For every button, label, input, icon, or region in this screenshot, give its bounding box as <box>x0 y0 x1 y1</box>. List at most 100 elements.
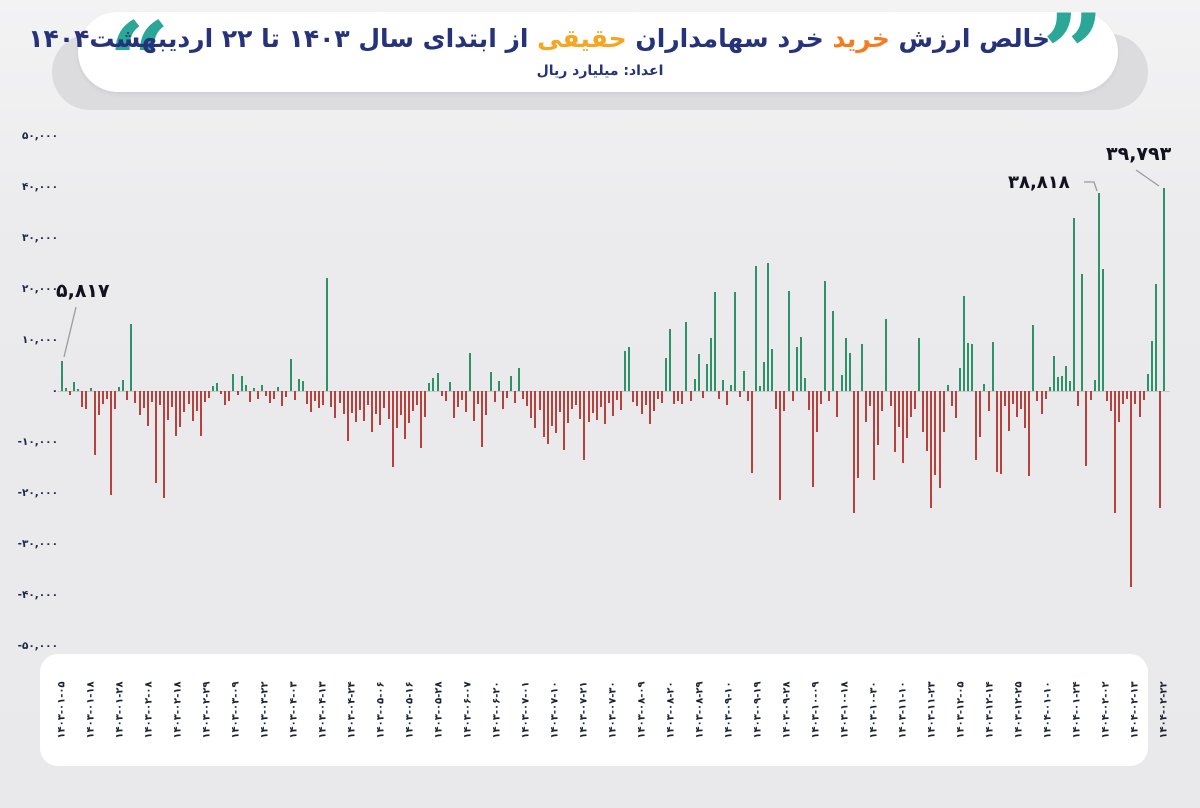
x-axis-tick-label: ۱۴۰۳-۰۳-۰۹ <box>230 681 242 739</box>
x-axis-tick-label: ۱۴۰۳-۰۱-۱۸ <box>85 681 97 739</box>
bar <box>575 391 578 406</box>
bar <box>412 391 414 411</box>
bar <box>877 391 880 446</box>
bar <box>277 387 280 391</box>
bar <box>930 391 933 509</box>
bar <box>730 384 733 391</box>
x-axis-tick-label: ۱۴۰۳-۰۲-۰۸ <box>143 681 155 739</box>
title-segment: خرد سهامداران <box>626 24 833 53</box>
bar <box>1126 391 1129 399</box>
bar <box>220 391 223 395</box>
bar <box>848 352 851 391</box>
bar <box>971 343 974 391</box>
x-axis-tick-label: ۱۴۰۴-۰۲-۰۲ <box>1100 681 1112 739</box>
bar <box>1020 391 1023 409</box>
bar <box>1028 391 1031 476</box>
x-axis-band <box>40 654 1148 766</box>
y-axis-tick-label: ۲۰,۰۰۰ <box>21 283 58 295</box>
bar <box>81 391 84 408</box>
bar <box>571 391 574 409</box>
bar <box>922 391 925 432</box>
bar <box>179 391 182 428</box>
bar <box>816 391 819 432</box>
x-axis-tick-label: ۱۴۰۳-۰۷-۲۱ <box>578 681 590 739</box>
bar <box>591 391 594 414</box>
bar <box>69 391 72 395</box>
bar <box>1036 391 1039 402</box>
bar <box>77 388 80 391</box>
bar <box>701 391 704 399</box>
x-axis-tick-label: ۱۴۰۳-۰۴-۲۴ <box>346 681 358 739</box>
bar <box>444 391 447 402</box>
bar <box>281 391 284 406</box>
x-axis-tick-label: ۱۴۰۳-۱۱-۲۳ <box>926 681 938 739</box>
bar <box>1040 391 1043 415</box>
bar <box>105 391 108 399</box>
bar <box>534 391 537 429</box>
title-segment: از ابتدای سال ۱۴۰۳ تا ۲۲ اردیبهشت۱۴۰۴ <box>28 24 538 53</box>
bar <box>114 391 117 409</box>
bar <box>416 391 419 405</box>
bar <box>860 344 863 391</box>
chart-title: خالص ارزش خرید خرد سهامداران حقیقی از اب… <box>28 24 1050 53</box>
y-axis-tick-label: ۱۰,۰۰۰ <box>21 334 58 346</box>
bar <box>1163 188 1165 391</box>
bar <box>228 391 231 401</box>
bar <box>428 383 431 391</box>
bar <box>338 391 341 403</box>
bar <box>563 391 566 450</box>
bar <box>350 391 353 414</box>
bar <box>167 391 170 420</box>
bar <box>1101 268 1104 391</box>
x-axis-tick-label: ۱۴۰۳-۰۶-۲۰ <box>491 681 503 739</box>
bar <box>1016 391 1019 417</box>
bar <box>485 391 488 415</box>
bar <box>811 391 814 487</box>
x-axis-tick-label: ۱۴۰۳-۰۴-۱۳ <box>317 681 329 739</box>
x-axis-tick-label: ۱۴۰۴-۰۲-۱۳ <box>1129 681 1141 739</box>
bar <box>705 363 708 391</box>
annotation-label: ۳۸,۸۱۸ <box>1008 172 1070 193</box>
bar <box>1003 391 1006 407</box>
bar <box>260 385 263 391</box>
bar <box>440 391 443 396</box>
x-axis-tick-label: ۱۴۰۳-۰۷-۱۰ <box>549 681 561 739</box>
bar <box>620 391 623 410</box>
bar <box>158 391 161 406</box>
bar <box>248 391 251 402</box>
bar <box>371 391 374 432</box>
bar <box>526 391 529 406</box>
x-axis-tick-label: ۱۴۰۴-۰۱-۱۰ <box>1042 681 1054 739</box>
x-axis-tick-label: ۱۴۰۳-۰۱-۰۵ <box>56 681 68 739</box>
bar <box>628 346 631 391</box>
y-axis-tick-label: -۱۰,۰۰۰ <box>17 436 58 448</box>
bar <box>301 380 304 391</box>
bar <box>1081 273 1084 391</box>
bar <box>126 391 129 401</box>
bar <box>567 391 570 423</box>
bar <box>963 295 965 391</box>
bar <box>795 347 798 391</box>
x-axis-tick-label: ۱۴۰۳-۰۳-۲۲ <box>259 681 271 739</box>
bar <box>326 277 329 391</box>
bar <box>746 391 749 402</box>
bar <box>460 391 463 400</box>
bar <box>85 391 88 410</box>
zero-axis-line <box>58 391 1170 392</box>
bar <box>946 384 949 391</box>
bar <box>61 361 63 391</box>
bar <box>183 391 186 413</box>
bar <box>469 353 472 391</box>
bar <box>905 391 908 439</box>
bar <box>869 391 872 407</box>
bar <box>632 391 635 402</box>
bar <box>714 291 717 391</box>
x-axis-tick-label: ۱۴۰۴-۰۲-۲۲ <box>1158 681 1170 739</box>
open-quote-icon: ” <box>1042 0 1104 117</box>
bar <box>754 266 757 391</box>
bar <box>203 391 206 403</box>
x-axis-tick-label: ۱۴۰۳-۰۵-۱۶ <box>404 681 416 739</box>
bar <box>297 379 300 391</box>
bar <box>346 391 349 442</box>
title-segment: خالص ارزش <box>889 24 1050 53</box>
